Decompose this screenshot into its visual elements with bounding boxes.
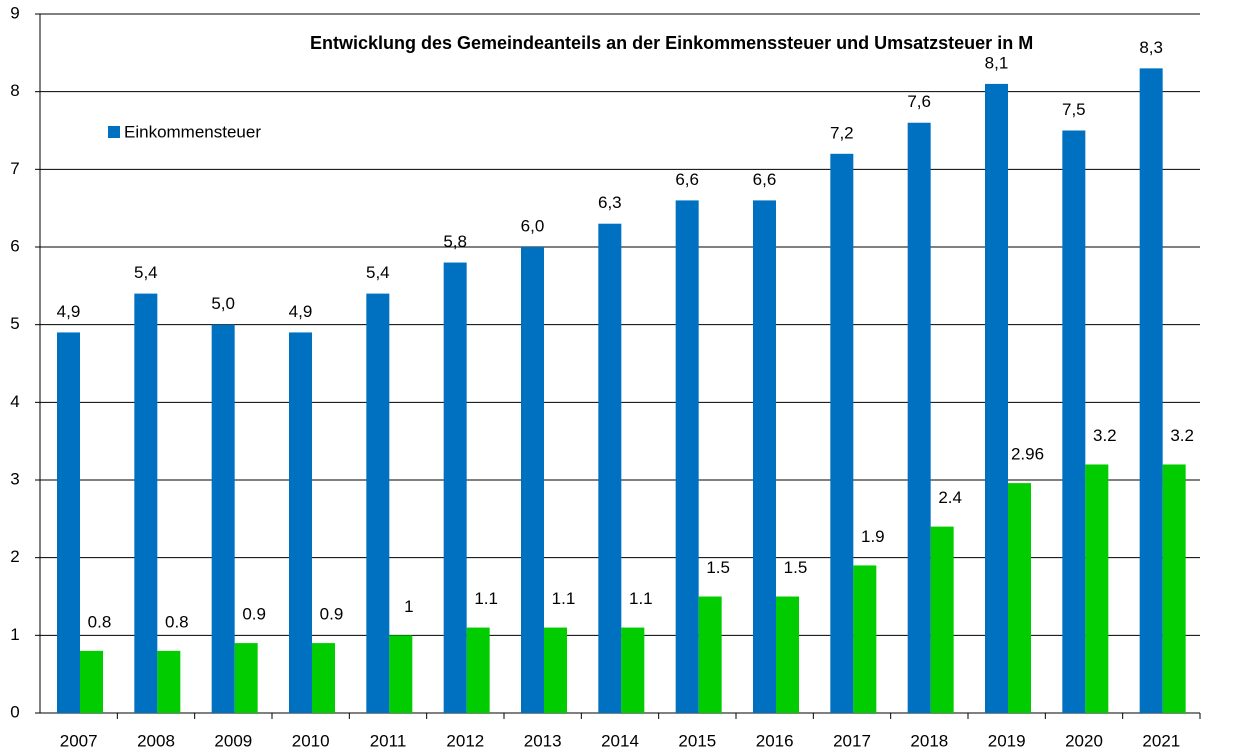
x-tick-label: 2013 (524, 731, 562, 750)
bar (1162, 464, 1186, 713)
data-label: 7,5 (1062, 100, 1086, 119)
data-label: 8,1 (985, 53, 1009, 72)
y-tick-label: 6 (10, 236, 19, 255)
x-tick-label: 2008 (137, 731, 175, 750)
bar (234, 643, 258, 713)
bar (776, 596, 799, 713)
chart-title: Entwicklung des Gemeindeanteils an der E… (310, 33, 1033, 53)
bar (57, 332, 80, 713)
bar (134, 293, 158, 713)
y-tick-label: 4 (10, 392, 19, 411)
data-label: 6,6 (675, 170, 699, 189)
x-tick-label: 2009 (214, 731, 252, 750)
bar (211, 324, 235, 713)
bar (157, 650, 181, 713)
y-tick-label: 0 (10, 702, 19, 721)
legend-swatch (108, 126, 120, 138)
bar (443, 262, 467, 713)
data-label: 3.2 (1170, 426, 1194, 445)
data-label: 5,0 (211, 294, 235, 313)
y-tick-label: 1 (10, 625, 19, 644)
x-tick-label: 2020 (1065, 731, 1103, 750)
data-label: 6,6 (753, 170, 777, 189)
y-tick-label: 8 (10, 81, 19, 100)
bar (366, 293, 390, 713)
data-label: 5,4 (134, 263, 158, 282)
x-tick-label: 2014 (601, 731, 639, 750)
data-label: 1 (404, 597, 413, 616)
data-label: 6,3 (598, 193, 622, 212)
data-label: 0.8 (88, 612, 112, 631)
y-tick-label: 5 (10, 314, 19, 333)
bar (985, 83, 1008, 713)
bar (521, 247, 544, 713)
x-tick-label: 2018 (910, 731, 948, 750)
x-tick-label: 2017 (833, 731, 871, 750)
bar (853, 565, 877, 713)
data-label: 1.1 (552, 589, 576, 608)
data-label: 5,4 (366, 263, 390, 282)
bar (598, 223, 622, 713)
y-tick-label: 2 (10, 547, 19, 566)
data-label: 4,9 (289, 302, 313, 321)
data-label: 2.4 (938, 488, 962, 507)
bar (930, 526, 954, 713)
x-tick-label: 2007 (60, 731, 98, 750)
data-label: 0.9 (242, 605, 266, 624)
x-tick-label: 2015 (678, 731, 716, 750)
data-label: 0.9 (320, 605, 344, 624)
data-label: 5,8 (443, 232, 467, 251)
x-tick-label: 2011 (370, 731, 407, 750)
x-tick-label: 2019 (988, 731, 1026, 750)
bar (907, 122, 931, 713)
data-label: 8,3 (1139, 38, 1163, 57)
data-label: 7,6 (907, 92, 931, 111)
bar (544, 627, 567, 713)
data-label: 3.2 (1093, 426, 1117, 445)
x-tick-label: 2012 (446, 731, 484, 750)
bar (1062, 130, 1086, 713)
y-tick-label: 3 (10, 469, 19, 488)
data-label: 6,0 (521, 216, 545, 235)
bar (698, 596, 722, 713)
data-label: 1.9 (861, 527, 885, 546)
bar (830, 153, 854, 714)
legend-label: Einkommensteuer (124, 122, 261, 141)
bar (753, 200, 776, 713)
bar (80, 650, 103, 713)
x-tick-label: 2016 (756, 731, 794, 750)
data-label: 1.5 (706, 558, 730, 577)
data-label: 7,2 (830, 123, 854, 142)
data-label: 2.96 (1011, 445, 1044, 464)
bar (1139, 68, 1163, 713)
bar (312, 643, 335, 713)
data-label: 1.1 (629, 589, 653, 608)
bar (389, 635, 413, 713)
data-label: 1.1 (474, 589, 498, 608)
y-tick-label: 7 (10, 159, 19, 178)
y-tick-label: 9 (10, 3, 19, 22)
x-tick-label: 2021 (1142, 731, 1180, 750)
bar (1085, 464, 1109, 713)
bar (621, 627, 645, 713)
bar (675, 200, 699, 713)
bar (1008, 483, 1031, 713)
bar (289, 332, 312, 713)
data-label: 0.8 (165, 612, 189, 631)
data-label: 4,9 (57, 302, 81, 321)
bar (466, 627, 490, 713)
x-tick-label: 2010 (292, 731, 330, 750)
data-label: 1.5 (784, 558, 808, 577)
